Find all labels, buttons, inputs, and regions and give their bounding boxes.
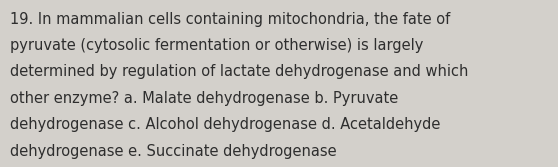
Text: pyruvate (cytosolic fermentation or otherwise) is largely: pyruvate (cytosolic fermentation or othe… (10, 38, 424, 53)
Text: dehydrogenase e. Succinate dehydrogenase: dehydrogenase e. Succinate dehydrogenase (10, 144, 336, 159)
Text: dehydrogenase c. Alcohol dehydrogenase d. Acetaldehyde: dehydrogenase c. Alcohol dehydrogenase d… (10, 117, 440, 132)
Text: 19. In mammalian cells containing mitochondria, the fate of: 19. In mammalian cells containing mitoch… (10, 12, 450, 27)
Text: determined by regulation of lactate dehydrogenase and which: determined by regulation of lactate dehy… (10, 64, 468, 79)
Text: other enzyme? a. Malate dehydrogenase b. Pyruvate: other enzyme? a. Malate dehydrogenase b.… (10, 91, 398, 106)
